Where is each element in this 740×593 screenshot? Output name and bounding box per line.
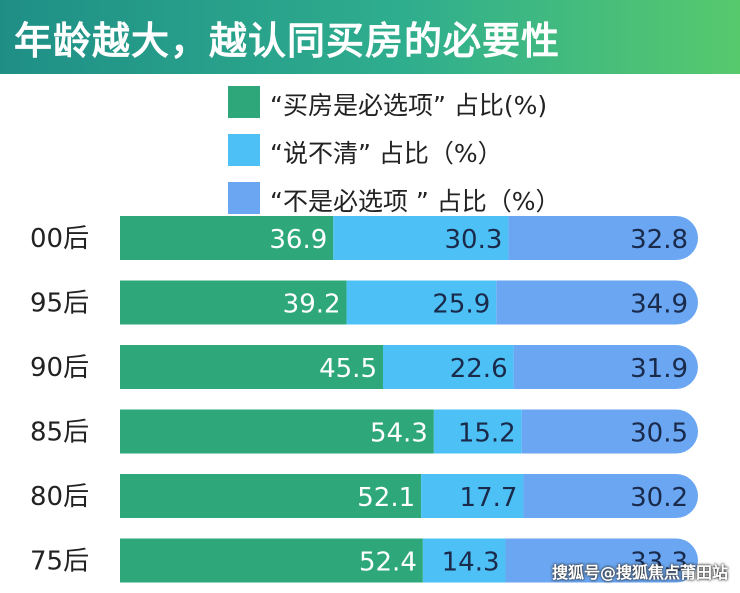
data-label: 30.3 [445, 225, 503, 255]
data-label: 54.3 [370, 419, 428, 449]
bar-segment [421, 474, 524, 518]
legend-swatch [228, 86, 260, 118]
chart-title: 年龄越大，越认同买房的必要性 [14, 19, 561, 63]
bar-segment [120, 280, 347, 325]
title-bar: 年龄越大，越认同买房的必要性 [0, 0, 740, 74]
bar-segment [333, 216, 509, 260]
category-label: 95后 [30, 289, 89, 319]
data-label: 36.9 [269, 225, 327, 255]
legend-label: “买房是必选项” 占比(%) [270, 91, 548, 120]
bar-segment [382, 345, 514, 389]
legend-label: “不是必选项 ” 占比（%） [270, 187, 561, 216]
watermark: 搜狐号@搜狐焦点莆田站 [551, 563, 728, 582]
data-label: 30.2 [630, 483, 688, 513]
category-label: 85后 [30, 418, 89, 448]
legend-swatch [228, 134, 260, 166]
data-label: 31.9 [630, 354, 688, 384]
bar-segment [496, 280, 698, 325]
bar-segment [521, 409, 698, 454]
category-label: 75后 [30, 547, 89, 577]
bar-segment [523, 474, 698, 518]
bar-segment [346, 280, 497, 325]
data-label: 33.3 [630, 548, 688, 578]
data-label: 52.4 [359, 548, 417, 578]
data-label: 32.8 [630, 225, 688, 255]
category-label: 80后 [30, 482, 89, 512]
data-label: 52.1 [357, 483, 415, 513]
data-label: 14.3 [442, 548, 500, 578]
legend-swatch [228, 182, 260, 214]
data-label: 22.6 [450, 354, 508, 384]
bar-segment [120, 409, 434, 454]
bar-segment [433, 409, 522, 454]
bar-segment [508, 216, 698, 260]
legend-label: “说不清” 占比（%） [270, 139, 503, 168]
bar-segment [120, 345, 383, 389]
category-label: 90后 [30, 353, 89, 383]
data-label: 39.2 [283, 290, 341, 320]
data-label: 45.5 [319, 354, 377, 384]
bar-segment [513, 345, 698, 389]
data-label: 30.5 [630, 419, 688, 449]
bar-segment [120, 216, 334, 260]
bar-segment [422, 538, 506, 583]
bar-segment [505, 538, 698, 583]
data-label: 15.2 [458, 419, 516, 449]
bar-segment [120, 474, 422, 518]
data-label: 17.7 [460, 483, 518, 513]
data-label: 34.9 [630, 290, 688, 320]
bar-segment [120, 538, 423, 583]
category-label: 00后 [30, 224, 89, 254]
data-label: 25.9 [432, 290, 490, 320]
